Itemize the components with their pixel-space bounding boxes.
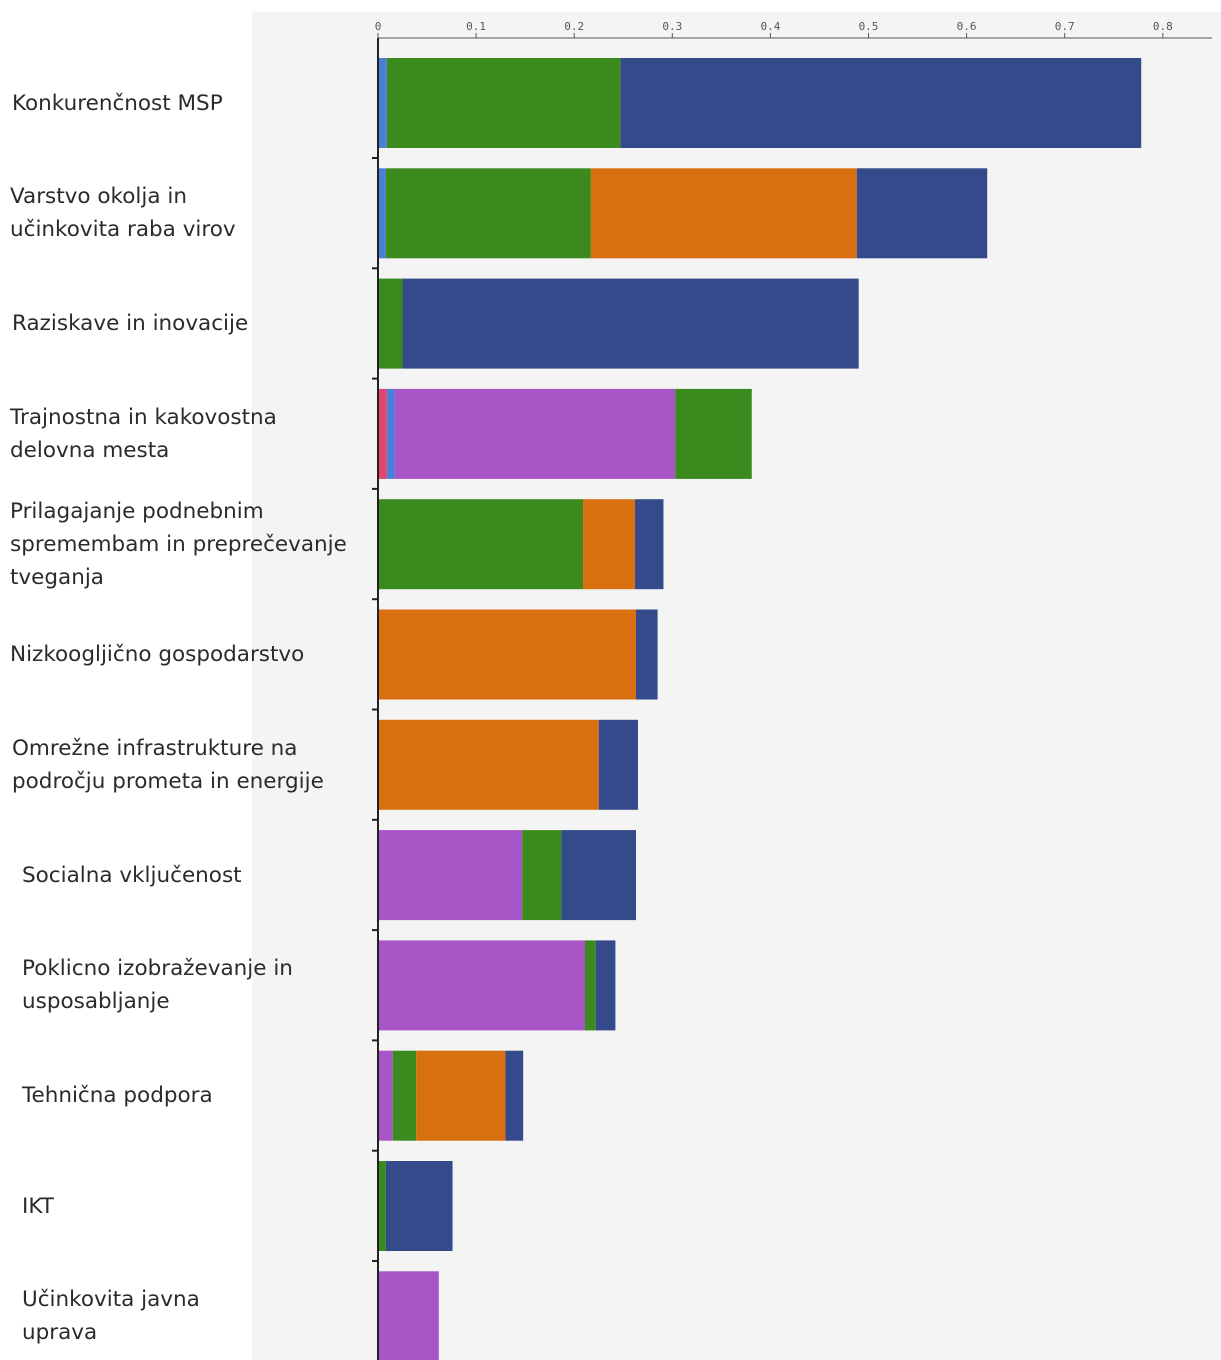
bar-segment [378,940,585,1031]
bar-segment [561,830,637,921]
bar-segment [386,58,621,148]
category-label: Raziskave in inovacije [12,311,249,337]
category-label: Konkurenčnost MSP [12,90,223,116]
x-tick-label: 0.8 [1153,20,1173,33]
bar-segment [378,168,386,259]
bar-segment [402,278,859,369]
bar-segment [385,1161,453,1251]
x-tick-label: 0.4 [760,20,780,33]
bar-segment [620,58,1142,148]
bar-segment [378,278,403,369]
category-label: Prilagajanje podnebnim spremembam in pre… [10,498,347,590]
bar-segment [394,388,676,479]
bar-segment [584,940,596,1031]
category-label: Tehnična podpora [22,1083,213,1109]
bar-segment [598,719,638,810]
bar-segment [675,388,752,479]
category-label: Socialna vključenost [22,862,242,888]
bar-segment [583,499,636,590]
bar-segment [378,830,523,921]
bar-segment [856,168,988,259]
bar-segment [386,388,395,479]
x-tick-label: 0.3 [662,20,682,33]
x-tick-label: 0.7 [1055,20,1075,33]
bar-segment [590,168,857,259]
bar-segment [636,609,658,700]
bar-segment [416,1050,506,1141]
x-tick-label: 0.1 [466,20,486,33]
bar-segment [378,719,599,810]
bar-segment [595,940,616,1031]
x-tick-label: 0.6 [957,20,977,33]
bar-segment [635,499,664,590]
bar-segment [392,1050,417,1141]
bar-segment [378,499,584,590]
bar-segment [378,1271,439,1360]
bar-segment [378,1161,386,1251]
x-tick-label: 0.5 [859,20,879,33]
bar-segment [522,830,562,921]
bar-segment [378,609,637,700]
bar-segment [505,1050,524,1141]
bar-segment [385,168,591,259]
bar-segment [378,58,387,148]
x-tick-label: 0.2 [564,20,584,33]
x-tick-label: 0 [375,20,382,33]
category-label: Omrežne infrastrukture na področju prome… [12,735,324,794]
category-label: Trajnostna in kakovostna delovna mesta [10,404,277,463]
bar-segment [378,1050,393,1141]
category-label: IKT [22,1193,54,1219]
category-label: Poklicno izobraževanje in usposabljanje [22,956,293,1015]
category-label: Nizkoogljično gospodarstvo [10,642,305,667]
category-label: Varstvo okolja in učinkovita raba virov [10,184,236,243]
bar-segment [378,388,387,479]
category-label: Učinkovita javna uprava [22,1287,200,1346]
